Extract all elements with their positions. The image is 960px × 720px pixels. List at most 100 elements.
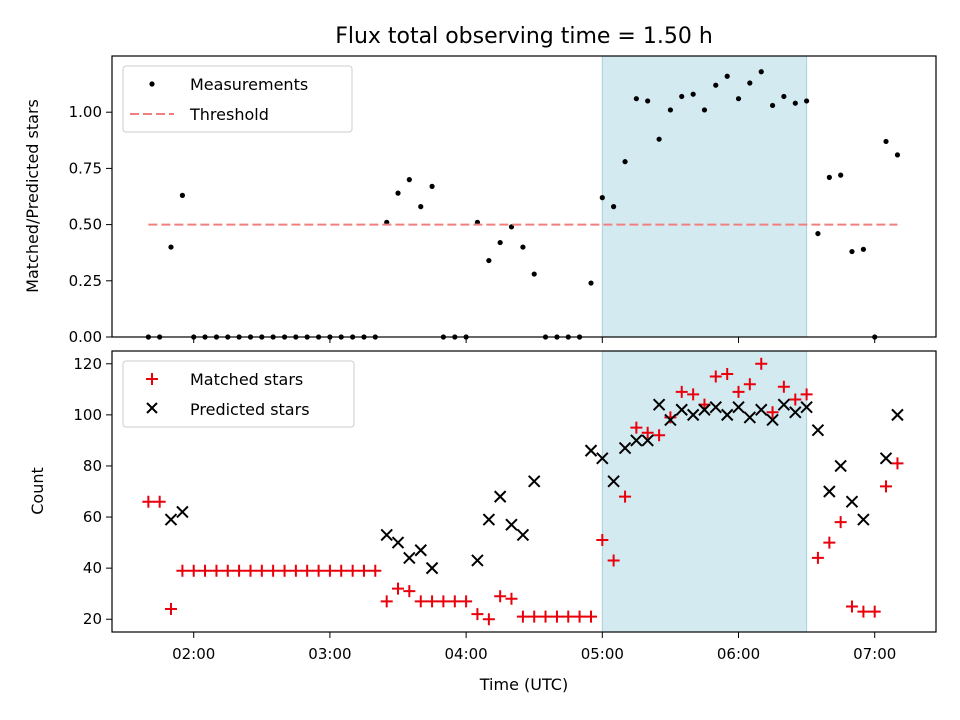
measurements-point bbox=[849, 248, 855, 255]
predicted-stars-point bbox=[482, 513, 496, 526]
matched-stars-point bbox=[777, 380, 790, 393]
legend-label-matched: Matched stars bbox=[190, 370, 303, 389]
measurements-point bbox=[429, 183, 435, 189]
matched-stars-point bbox=[607, 554, 620, 567]
matched-stars-point bbox=[426, 595, 439, 608]
predicted-stars-point bbox=[755, 403, 768, 416]
measurements-point bbox=[656, 136, 662, 142]
matched-stars-point bbox=[687, 388, 700, 401]
predicted-stars-point bbox=[743, 411, 757, 424]
measurements-point bbox=[747, 80, 753, 86]
measurements-point bbox=[622, 159, 628, 165]
measurements-point bbox=[838, 172, 844, 178]
matched-stars-point bbox=[891, 457, 904, 470]
measurements-point bbox=[713, 82, 719, 88]
matched-stars-point bbox=[142, 495, 155, 508]
matched-stars-point bbox=[176, 564, 189, 577]
predicted-stars-point bbox=[721, 408, 734, 422]
matched-stars-point bbox=[392, 582, 405, 595]
x-tick-label: 04:00 bbox=[444, 645, 487, 663]
measurements-point bbox=[667, 107, 674, 113]
predicted-stars-point bbox=[823, 485, 836, 498]
measurements-point bbox=[645, 98, 651, 104]
matched-stars-point bbox=[880, 480, 893, 493]
legend-marker-measurements bbox=[149, 81, 155, 87]
measurements-point bbox=[520, 244, 526, 250]
predicted-stars-point bbox=[516, 528, 530, 542]
predicted-stars-point bbox=[800, 400, 813, 414]
matched-stars-point bbox=[346, 564, 359, 577]
y-tick-label: 60 bbox=[83, 508, 102, 526]
matched-stars-point bbox=[800, 388, 813, 401]
x-tick-label: 02:00 bbox=[172, 645, 215, 663]
predicted-stars-point bbox=[607, 475, 620, 488]
x-tick-label: 07:00 bbox=[853, 645, 896, 663]
top-legend-frame bbox=[122, 65, 353, 133]
measurements-point bbox=[781, 93, 787, 100]
matched-stars-point bbox=[539, 610, 552, 623]
matched-stars-point bbox=[868, 605, 881, 618]
matched-stars-point bbox=[823, 536, 836, 549]
matched-stars-point bbox=[630, 421, 643, 434]
y-tick-label: 0.25 bbox=[69, 272, 102, 290]
matched-stars-point bbox=[528, 610, 541, 623]
measurements-point bbox=[690, 91, 696, 97]
predicted-stars-point bbox=[425, 561, 439, 575]
measurements-point bbox=[395, 190, 401, 196]
predicted-stars-point bbox=[709, 400, 722, 414]
matched-stars-point bbox=[789, 393, 802, 406]
legend-marker-predicted bbox=[146, 402, 158, 414]
matched-stars-point bbox=[187, 564, 200, 577]
measurements-point bbox=[769, 102, 776, 109]
matched-stars-point bbox=[585, 610, 598, 623]
legend-label-threshold: Threshold bbox=[189, 105, 269, 124]
predicted-stars-point bbox=[618, 441, 632, 455]
measurements-point bbox=[883, 138, 889, 145]
predicted-stars-point bbox=[845, 495, 859, 508]
matched-stars-point bbox=[755, 357, 768, 370]
x-axis-label: Time (UTC) bbox=[479, 675, 568, 694]
matched-stars-point bbox=[414, 595, 427, 608]
matched-stars-point bbox=[448, 595, 461, 608]
matched-stars-point bbox=[278, 564, 291, 577]
predicted-stars-point bbox=[766, 413, 779, 427]
top-highlight-span bbox=[601, 55, 808, 338]
measurements-point bbox=[735, 96, 742, 102]
predicted-stars-point bbox=[596, 452, 609, 465]
matched-stars-point bbox=[721, 367, 734, 380]
predicted-stars-point bbox=[879, 452, 893, 465]
measurements-point bbox=[588, 280, 594, 286]
predicted-stars-point bbox=[505, 518, 518, 531]
y-tick-label: 0.50 bbox=[69, 216, 102, 234]
matched-stars-point bbox=[403, 585, 416, 598]
predicted-stars-point bbox=[584, 444, 598, 457]
measurements-point bbox=[531, 271, 537, 277]
matched-stars-point bbox=[357, 564, 370, 577]
matched-stars-point bbox=[437, 595, 450, 608]
legend-label-predicted: Predicted stars bbox=[190, 400, 310, 419]
predicted-stars-point bbox=[176, 505, 189, 519]
x-tick-label: 05:00 bbox=[581, 645, 624, 663]
predicted-stars-point bbox=[834, 459, 847, 473]
predicted-stars-point bbox=[664, 413, 677, 427]
measurements-point bbox=[633, 96, 639, 102]
legend-label-measurements: Measurements bbox=[190, 75, 308, 94]
matched-stars-point bbox=[380, 595, 393, 608]
matched-stars-point bbox=[811, 551, 824, 564]
matched-stars-point bbox=[494, 590, 507, 603]
predicted-stars-point bbox=[380, 528, 393, 542]
bottom-legend-frame bbox=[122, 360, 355, 428]
y-tick-label: 20 bbox=[83, 610, 102, 628]
matched-stars-point bbox=[312, 564, 325, 577]
predicted-stars-point bbox=[789, 406, 802, 419]
predicted-stars-point bbox=[811, 423, 825, 437]
predicted-stars-point bbox=[471, 554, 484, 567]
top-panel: 0.00 0.25 0.50 0.75 1.00 Matched/Predicted s… bbox=[23, 55, 937, 346]
measurements-point bbox=[679, 93, 685, 100]
matched-stars-point bbox=[516, 610, 529, 623]
y-tick-label: 0.00 bbox=[69, 328, 102, 346]
matched-stars-point bbox=[335, 564, 348, 577]
predicted-stars-point bbox=[732, 400, 745, 414]
measurements-point bbox=[486, 257, 492, 264]
